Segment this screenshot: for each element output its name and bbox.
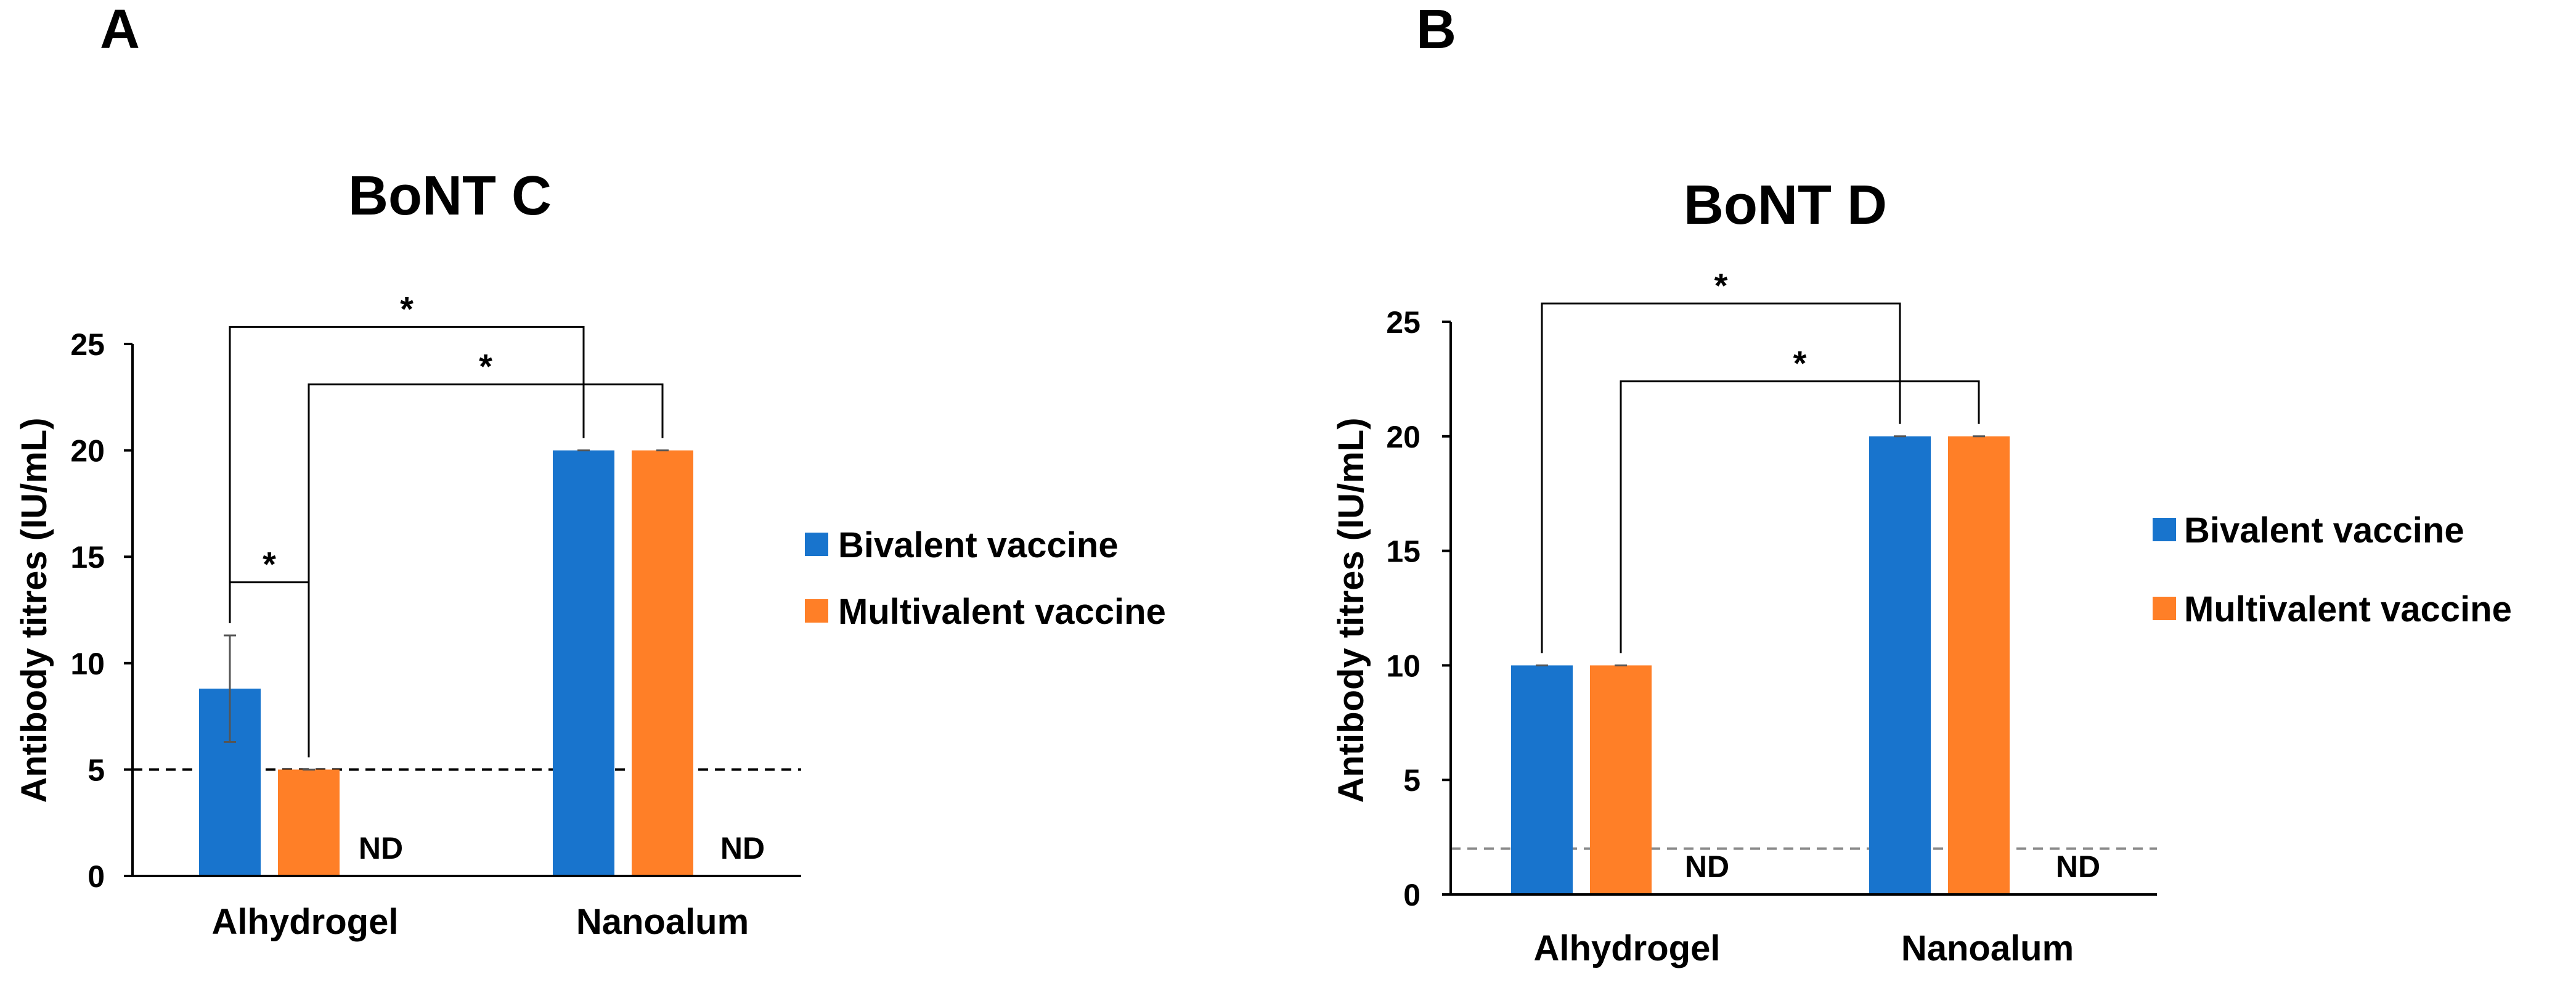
- legend-label-bivalent: Bivalent vaccine: [2184, 510, 2464, 550]
- y-tick-label: 25: [70, 327, 105, 362]
- y-tick-label: 10: [1386, 649, 1420, 683]
- plot-area: ND Alhydrogel ND Nanoalum 0 5 10 15 20 25 * * *: [70, 289, 801, 942]
- y-tick-label: 20: [70, 434, 105, 468]
- significance-bracket: [1541, 302, 1901, 653]
- significance-star: *: [1793, 344, 1807, 383]
- panel-label: B: [1416, 0, 1456, 60]
- panel-label: A: [100, 0, 140, 60]
- legend-swatch-multivalent: [805, 599, 828, 623]
- significance-star: *: [479, 347, 492, 386]
- y-tick-label: 5: [88, 753, 105, 787]
- panel-b: B BoNT D Antibody titres (IU/mL) ND Alhyd…: [1331, 0, 2512, 968]
- y-tick-label: 0: [1403, 878, 1420, 912]
- x-tick-label: Alhydrogel: [212, 902, 399, 942]
- nd-label: ND: [359, 831, 403, 865]
- x-tick-label: Alhydrogel: [1534, 928, 1721, 968]
- legend-label-bivalent: Bivalent vaccine: [838, 525, 1119, 565]
- y-tick-label: 5: [1403, 763, 1420, 798]
- x-tick-label: Nanoalum: [576, 902, 749, 942]
- legend-label-multivalent: Multivalent vaccine: [2184, 589, 2512, 629]
- chart-title: BoNT C: [348, 165, 552, 227]
- y-axis-label: Antibody titres (IU/mL): [14, 417, 54, 803]
- y-tick-label: 15: [1386, 534, 1420, 569]
- panel-a: A BoNT C Antibody titres (IU/mL) ND Alhyd…: [14, 0, 1166, 942]
- plot-area: ND Alhydrogel ND Nanoalum 0 5 10 15 20 25 * *: [1386, 266, 2157, 968]
- significance-bracket: [229, 325, 585, 623]
- y-axis-label: Antibody titres (IU/mL): [1331, 417, 1371, 803]
- significance-bracket: [229, 581, 310, 758]
- chart-title: BoNT D: [1684, 174, 1887, 236]
- significance-bracket: [1620, 380, 1980, 653]
- legend-swatch-multivalent: [2153, 597, 2176, 620]
- bar: [632, 450, 693, 876]
- y-tick-label: 20: [1386, 420, 1420, 454]
- significance-star: *: [1714, 266, 1728, 305]
- bar: [1869, 436, 1931, 894]
- nd-label: ND: [720, 831, 765, 865]
- legend: Bivalent vaccine Multivalent vaccine: [805, 525, 1166, 632]
- legend-swatch-bivalent: [805, 533, 828, 556]
- y-tick-label: 25: [1386, 305, 1420, 340]
- legend-label-multivalent: Multivalent vaccine: [838, 592, 1166, 632]
- nd-label: ND: [1685, 849, 1729, 884]
- bar: [1511, 665, 1573, 894]
- bar: [1590, 665, 1652, 894]
- bar: [278, 769, 340, 876]
- y-tick-label: 0: [88, 859, 105, 894]
- x-tick-label: Nanoalum: [1901, 928, 2074, 968]
- legend-swatch-bivalent: [2153, 518, 2176, 541]
- nd-label: ND: [2056, 849, 2100, 884]
- bar: [1948, 436, 2010, 894]
- y-tick-label: 15: [70, 540, 105, 575]
- significance-star: *: [263, 545, 276, 584]
- significance-bracket: [308, 383, 664, 758]
- legend: Bivalent vaccine Multivalent vaccine: [2153, 510, 2512, 629]
- y-tick-label: 10: [70, 647, 105, 681]
- bar: [553, 450, 614, 876]
- significance-star: *: [400, 289, 414, 328]
